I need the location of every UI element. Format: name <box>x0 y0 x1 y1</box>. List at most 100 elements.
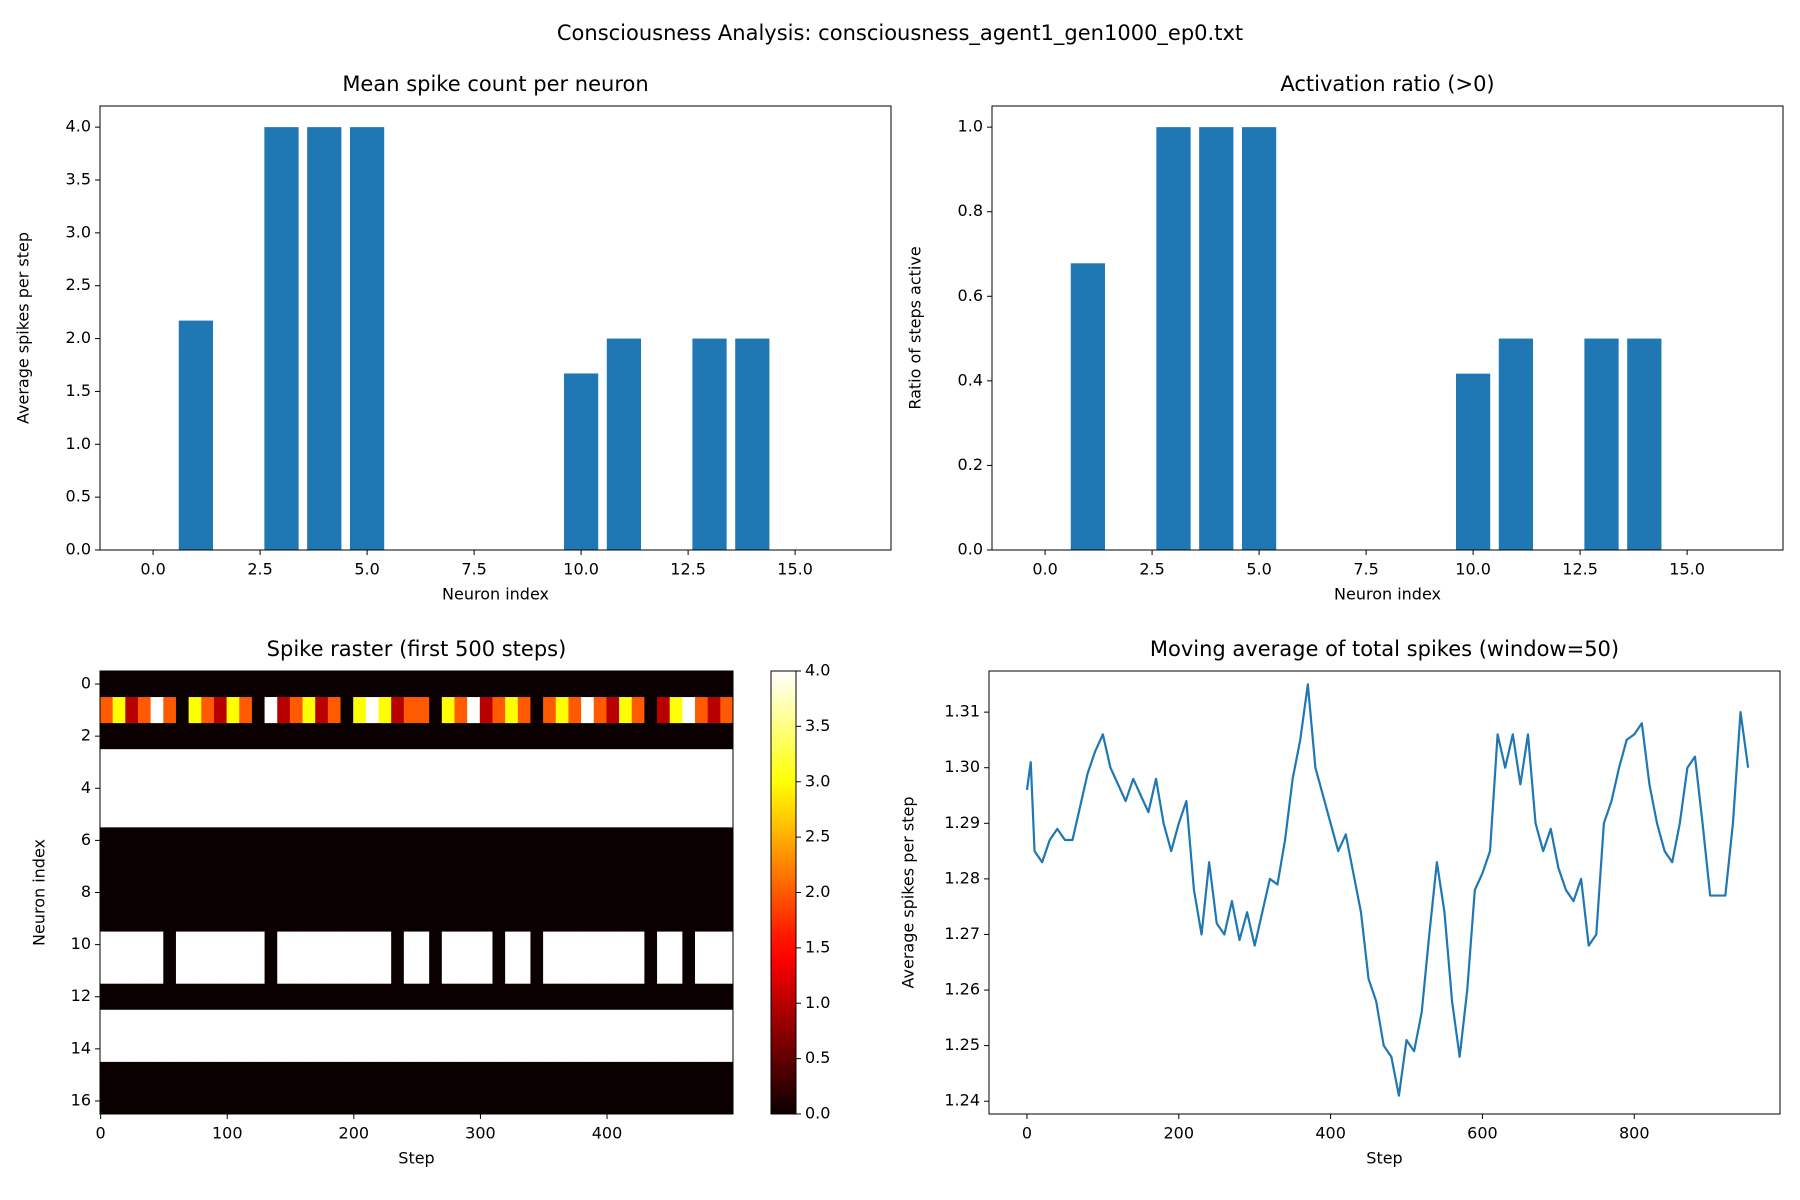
heatmap-cell <box>517 1087 531 1115</box>
heatmap-cell <box>403 749 417 776</box>
heatmap-cell <box>467 931 481 959</box>
heatmap-cell <box>264 853 278 880</box>
heatmap-cell <box>581 1061 595 1089</box>
heatmap-cell <box>315 723 329 750</box>
heatmap-cell <box>707 879 721 906</box>
heatmap-cell <box>327 931 341 959</box>
heatmap-cell <box>416 853 430 880</box>
heatmap-cell <box>555 723 569 750</box>
heatmap-cell <box>454 801 468 828</box>
heatmap-cell <box>581 749 595 776</box>
heatmap-cell <box>555 931 569 959</box>
heatmap-cell <box>150 723 164 750</box>
heatmap-cell <box>619 931 633 959</box>
heatmap-cell <box>391 931 405 959</box>
heatmap-cell <box>631 853 645 880</box>
heatmap-cell <box>682 671 696 698</box>
heatmap-cell <box>315 1035 329 1063</box>
heatmap-cell <box>619 671 633 698</box>
heatmap-cell <box>277 723 291 750</box>
heatmap-cell <box>175 905 190 932</box>
heatmap-cell <box>365 775 379 802</box>
heatmap-cell <box>403 905 417 932</box>
heatmap-cell <box>606 1087 620 1115</box>
heatmap-cell <box>606 775 620 802</box>
heatmap-cell <box>695 723 709 750</box>
heatmap-cell <box>669 983 683 1011</box>
heatmap-cell <box>467 983 481 1011</box>
heatmap-cell <box>315 801 329 828</box>
heatmap-cell <box>251 827 265 854</box>
heatmap-cell <box>669 1061 683 1089</box>
heatmap-cell <box>213 853 227 880</box>
heatmap-cell <box>289 905 303 932</box>
heatmap-cell <box>593 775 607 802</box>
heatmap-cell <box>682 1087 696 1115</box>
heatmap-cell <box>251 1009 265 1037</box>
heatmap-cell <box>340 671 354 698</box>
axes-title: Spike raster (first 500 steps) <box>267 637 567 661</box>
heatmap-cell <box>619 905 633 932</box>
heatmap-cell <box>315 1009 329 1037</box>
heatmap-cell <box>378 1087 392 1115</box>
heatmap-cell <box>353 1061 367 1089</box>
heatmap-cell <box>201 775 215 802</box>
heatmap-cell <box>251 905 265 932</box>
heatmap-cell <box>100 723 114 750</box>
heatmap-cell <box>340 931 354 959</box>
heatmap-cell <box>125 983 139 1011</box>
heatmap-cell <box>100 983 114 1011</box>
heatmap-cell <box>239 957 253 985</box>
heatmap-cell <box>378 827 392 854</box>
heatmap-cell <box>441 1009 455 1037</box>
heatmap-cell <box>505 905 519 932</box>
heatmap-cell <box>277 1009 291 1037</box>
heatmap-cell <box>606 931 620 959</box>
heatmap-cell <box>264 1087 278 1115</box>
heatmap-cell <box>353 1009 367 1037</box>
heatmap-cell <box>657 957 671 985</box>
colorbar-tick-label: 4.0 <box>805 661 830 680</box>
heatmap-cell <box>555 957 569 985</box>
heatmap-cell <box>264 723 278 750</box>
heatmap-cell <box>429 1061 443 1089</box>
heatmap-cell <box>239 827 253 854</box>
heatmap-cell <box>707 1009 721 1037</box>
heatmap-cell <box>391 957 405 985</box>
y-tick-label: 1.29 <box>944 813 980 832</box>
heatmap-cell <box>707 827 721 854</box>
heatmap-cell <box>150 749 164 776</box>
heatmap-cell <box>581 905 595 932</box>
heatmap-cell <box>695 931 709 959</box>
heatmap-cell <box>416 1035 430 1063</box>
heatmap-cell <box>517 957 531 985</box>
heatmap-cell <box>264 983 278 1011</box>
colorbar-tick-label: 3.5 <box>805 716 830 735</box>
heatmap-cell <box>581 1009 595 1037</box>
x-tick-label: 12.5 <box>1562 560 1598 579</box>
heatmap-cell <box>631 1061 645 1089</box>
heatmap-cell <box>163 697 177 724</box>
heatmap-cell <box>429 671 443 698</box>
heatmap-cell <box>302 749 316 776</box>
heatmap-cell <box>619 1087 633 1115</box>
heatmap-cell <box>137 931 152 959</box>
heatmap-cell <box>289 723 303 750</box>
colorbar <box>770 670 797 1115</box>
y-tick-label: 12 <box>71 986 91 1005</box>
heatmap-cell <box>644 671 658 698</box>
heatmap-cell <box>289 775 303 802</box>
heatmap-cell <box>112 983 126 1011</box>
heatmap-cell <box>251 931 265 959</box>
heatmap-cell <box>593 801 607 828</box>
heatmap-cell <box>568 983 582 1011</box>
y-axis-label: Ratio of steps active <box>906 246 925 409</box>
heatmap-cell <box>644 723 658 750</box>
heatmap-cell <box>137 671 152 698</box>
x-tick-label: 10.0 <box>1455 560 1491 579</box>
heatmap-cell <box>277 801 291 828</box>
heatmap-cell <box>391 853 405 880</box>
heatmap-cell <box>201 801 215 828</box>
heatmap-cell <box>707 723 721 750</box>
heatmap-cell <box>327 853 341 880</box>
